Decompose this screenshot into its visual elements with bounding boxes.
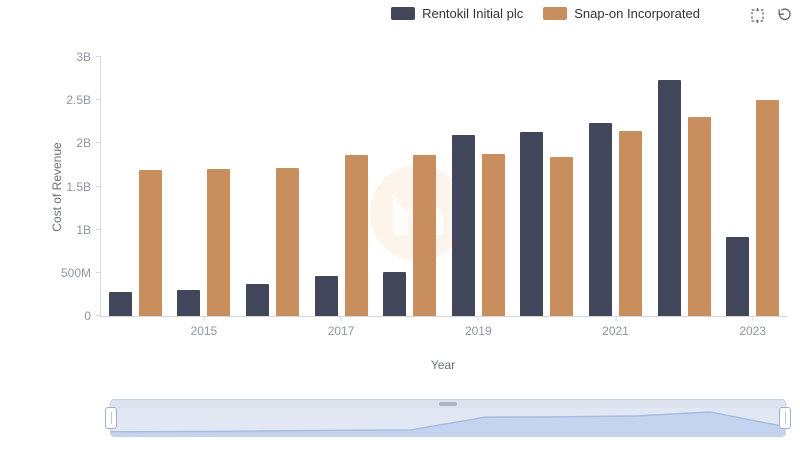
bar-series1-2022[interactable] — [687, 116, 711, 316]
legend: Rentokil Initial plc Snap-on Incorporated — [391, 6, 700, 21]
y-tick-label: 1B — [76, 222, 91, 237]
bar-group-2022 — [650, 57, 719, 316]
bar-series0-2018[interactable] — [383, 271, 407, 316]
data-zoom-slider[interactable] — [105, 399, 791, 437]
y-tick-mark — [96, 271, 101, 273]
x-tick-label: 2023 — [739, 324, 767, 338]
data-zoom-grip-icon[interactable] — [439, 402, 457, 406]
bar-series1-2015[interactable] — [207, 169, 231, 316]
y-tick-mark — [96, 142, 101, 144]
data-zoom-left-handle[interactable] — [105, 407, 117, 429]
bar-series0-2019[interactable] — [451, 134, 475, 316]
y-tick-mark — [96, 185, 101, 187]
bar-group-2021 — [581, 57, 650, 316]
bar-group-2020 — [513, 57, 582, 316]
y-tick-mark — [96, 228, 101, 230]
bar-series0-2020[interactable] — [520, 132, 544, 316]
bar-series1-2017[interactable] — [344, 155, 368, 316]
y-tick-label: 2.5B — [66, 93, 91, 108]
y-tick-mark — [96, 315, 101, 316]
y-tick-label: 1.5B — [66, 179, 91, 194]
bar-series1-2021[interactable] — [618, 131, 642, 316]
bar-series0-2022[interactable] — [657, 80, 681, 316]
y-axis-title: Cost of Revenue — [50, 142, 64, 232]
legend-swatch-icon — [391, 7, 416, 20]
data-zoom-shadow-chart — [111, 411, 785, 436]
bar-series0-2023[interactable] — [726, 236, 750, 316]
bar-group-2023 — [718, 57, 787, 316]
data-zoom-move-handle[interactable] — [111, 400, 785, 408]
x-tick-mark — [340, 316, 342, 321]
data-zoom-track[interactable] — [110, 399, 786, 437]
legend-item-1[interactable]: Snap-on Incorporated — [543, 6, 700, 21]
bar-group-2019 — [444, 57, 513, 316]
legend-label: Snap-on Incorporated — [574, 6, 700, 21]
y-tick-mark — [96, 99, 101, 101]
y-tick-label: 0 — [84, 309, 91, 323]
x-tick-mark — [203, 316, 205, 321]
bar-series0-2015[interactable] — [177, 290, 201, 316]
legend-label: Rentokil Initial plc — [422, 6, 524, 21]
restore-zoom-icon[interactable] — [775, 7, 792, 24]
x-axis-title: Year — [430, 358, 456, 372]
bar-series0-2014[interactable] — [108, 291, 132, 316]
x-tick-mark — [477, 316, 479, 321]
bar-group-2014 — [101, 57, 170, 316]
plot-area: 0 500M 1B 1.5B 2B 2.5B 3B 2015 2017 2019 2021 2023 — [61, 50, 787, 338]
y-tick-label: 500M — [60, 265, 91, 280]
legend-swatch-icon — [543, 7, 568, 20]
bar-series1-2020[interactable] — [550, 157, 574, 316]
bar-group-2015 — [170, 57, 239, 316]
bar-series0-2016[interactable] — [245, 284, 269, 316]
y-tick-mark — [96, 56, 101, 57]
y-tick-label: 2B — [76, 136, 91, 151]
box-zoom-icon[interactable] — [749, 7, 766, 24]
bar-series1-2019[interactable] — [481, 153, 505, 316]
x-tick-label: 2015 — [190, 324, 218, 338]
bar-series1-2023[interactable] — [756, 100, 780, 316]
x-tick-label: 2021 — [602, 324, 629, 338]
x-tick-label: 2017 — [327, 324, 355, 338]
legend-item-0[interactable]: Rentokil Initial plc — [391, 6, 523, 21]
x-tick-mark — [615, 316, 616, 321]
bar-group-2018 — [375, 57, 444, 316]
chart-toolbar — [749, 7, 792, 24]
bar-series0-2021[interactable] — [588, 123, 612, 316]
bar-series1-2016[interactable] — [275, 167, 299, 316]
bar-series1-2018[interactable] — [413, 154, 437, 316]
bar-series-container — [101, 57, 787, 316]
x-tick-label: 2019 — [464, 324, 492, 338]
bar-series1-2014[interactable] — [138, 170, 162, 316]
x-tick-mark — [752, 316, 754, 321]
data-zoom-right-handle[interactable] — [779, 407, 791, 429]
bar-group-2017 — [307, 57, 376, 316]
bar-series0-2017[interactable] — [314, 276, 338, 316]
bar-group-2016 — [238, 57, 307, 316]
y-tick-label: 3B — [76, 50, 91, 64]
